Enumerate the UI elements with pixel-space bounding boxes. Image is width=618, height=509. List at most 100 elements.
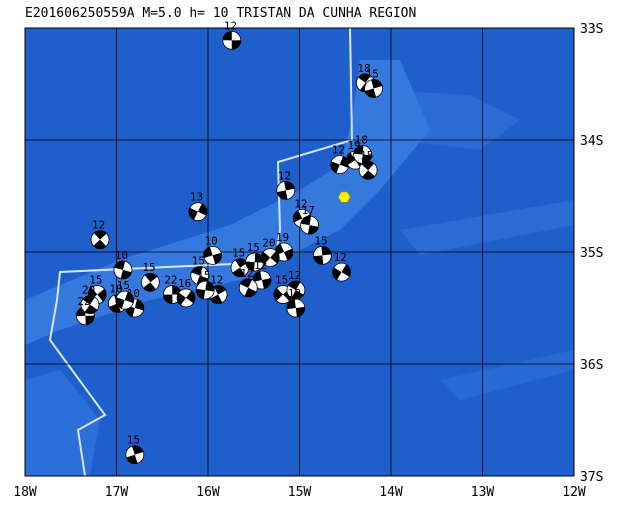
beachball-quadrant xyxy=(270,250,280,264)
depth-label: 10 xyxy=(109,283,122,296)
focal-mechanism xyxy=(330,155,350,175)
depth-label: 12 xyxy=(254,259,267,272)
depth-label: 19 xyxy=(347,139,360,152)
beachball-quadrant xyxy=(284,181,295,191)
beachball-quadrant xyxy=(85,315,95,325)
map-title: E201606250559A M=5.0 h= 10 TRISTAN DA CU… xyxy=(25,6,416,21)
beachball-quadrant xyxy=(283,248,293,261)
beachball-quadrant xyxy=(295,306,305,317)
beachball-quadrant xyxy=(196,288,206,299)
depth-label: 12 xyxy=(288,269,301,282)
x-tick-label: 17W xyxy=(105,485,129,500)
depth-label: 12 xyxy=(334,251,347,264)
beachball-quadrant xyxy=(132,445,144,455)
beachball-quadrant xyxy=(300,216,312,226)
focal-mechanism xyxy=(286,298,306,318)
focal-mechanism xyxy=(276,180,296,200)
beachball-quadrant xyxy=(205,281,215,292)
focal-mechanism xyxy=(300,215,319,235)
x-tick-label: 18W xyxy=(13,485,37,500)
beachball-quadrant xyxy=(361,154,372,164)
depth-label: 22 xyxy=(77,295,90,308)
beachball-quadrant xyxy=(245,261,255,272)
x-tick-label: 15W xyxy=(288,485,312,500)
beachball-quadrant xyxy=(191,266,203,276)
frame xyxy=(24,27,575,477)
beachball-quadrant xyxy=(252,271,262,282)
focal-mechanism xyxy=(358,160,378,180)
beachball-quadrant xyxy=(365,88,377,98)
beachball-quadrant xyxy=(274,288,284,301)
depth-label: 19 xyxy=(276,231,289,244)
beachball-quadrant xyxy=(244,287,257,297)
beachball-quadrant xyxy=(235,258,248,268)
focal-mechanism xyxy=(125,445,145,465)
beachball-quadrant xyxy=(203,246,213,258)
beachball-quadrant xyxy=(261,251,271,265)
beachball-quadrant xyxy=(308,225,319,235)
beachball-quadrant xyxy=(371,79,383,89)
beachball-quadrant xyxy=(126,454,138,464)
focal-mechanism xyxy=(113,260,133,280)
plate-boundary xyxy=(48,27,354,477)
depth-label: 12 xyxy=(294,197,307,210)
depth-label: 15 xyxy=(232,247,245,260)
beachball-quadrant xyxy=(358,73,371,83)
depth-label: 15 xyxy=(366,67,379,80)
focal-mechanism xyxy=(260,248,280,268)
beachball-quadrant xyxy=(330,161,340,173)
focal-mechanism xyxy=(353,145,373,164)
focal-mechanism xyxy=(176,288,196,308)
focal-mechanism xyxy=(188,202,208,222)
y-tick-label: 37S xyxy=(580,470,603,485)
focal-mechanism xyxy=(332,262,351,282)
depth-label: 10 xyxy=(115,249,128,262)
beachball-quadrant xyxy=(97,288,107,302)
focal-mechanism xyxy=(245,252,265,272)
y-tick-label: 33S xyxy=(580,22,603,37)
focal-mechanism xyxy=(203,245,222,265)
beachball-quadrant xyxy=(144,273,158,283)
depth-label: 15 xyxy=(142,261,155,274)
depth-label: 15 xyxy=(117,279,130,292)
beachball-quadrant xyxy=(222,31,232,41)
depth-label: 10 xyxy=(127,287,140,300)
x-tick-label: 13W xyxy=(471,485,495,500)
beachball-quadrant xyxy=(291,290,304,300)
y-tick-label: 34S xyxy=(580,134,603,149)
depth-label: 15 xyxy=(314,234,327,247)
focal-mechanism xyxy=(90,230,110,250)
beachball-quadrant xyxy=(82,295,96,305)
beachball-quadrant xyxy=(353,145,364,155)
beachball-quadrant xyxy=(177,292,187,306)
beachball-quadrant xyxy=(288,281,301,291)
depth-label: 15 xyxy=(275,274,288,287)
beachball-quadrant xyxy=(346,152,356,165)
beachball-quadrant xyxy=(212,252,222,264)
beachball-quadrant xyxy=(232,267,245,277)
beachball-quadrant xyxy=(210,294,223,304)
depth-label: 18 xyxy=(357,62,370,75)
depth-label: 18 xyxy=(355,134,368,147)
depth-label: 17 xyxy=(302,204,315,217)
depth-label: 22 xyxy=(164,274,177,287)
depth-label: 20 xyxy=(262,237,275,250)
depth-label: 12 xyxy=(278,169,291,182)
beachball-quadrant xyxy=(341,264,351,277)
focal-mechanism xyxy=(80,295,100,315)
beachball-quadrant xyxy=(240,278,253,288)
y-tick-label: 35S xyxy=(580,246,603,261)
beachball-quadrant xyxy=(286,299,296,310)
epicenter xyxy=(337,191,351,203)
x-tick-label: 14W xyxy=(379,485,403,500)
focal-mechanism xyxy=(286,280,306,300)
beachball-quadrant xyxy=(362,170,375,180)
depth-label: 12 xyxy=(224,19,237,32)
beachball-quadrant xyxy=(186,290,196,304)
depth-label: 12 xyxy=(288,287,301,300)
depth-label: 20 xyxy=(82,284,95,297)
focal-mechanism xyxy=(364,79,384,98)
beachball-quadrant xyxy=(124,291,134,304)
